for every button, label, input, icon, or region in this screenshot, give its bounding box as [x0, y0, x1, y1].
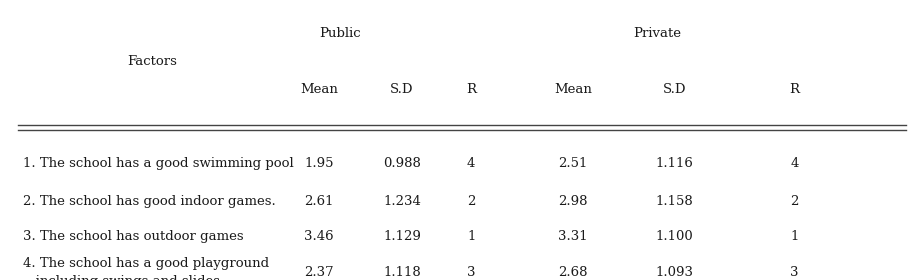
Text: 2: 2	[790, 195, 799, 208]
Text: 2: 2	[467, 195, 476, 208]
Text: 2.68: 2.68	[558, 267, 588, 279]
Text: 3: 3	[467, 267, 476, 279]
Text: 1.95: 1.95	[304, 157, 334, 170]
Text: 2.61: 2.61	[304, 195, 334, 208]
Text: 1.118: 1.118	[383, 267, 420, 279]
Text: Mean: Mean	[300, 83, 337, 96]
Text: 3: 3	[790, 267, 799, 279]
Text: R: R	[790, 83, 799, 96]
Text: S.D: S.D	[390, 83, 414, 96]
Text: 2.98: 2.98	[558, 195, 588, 208]
Text: 3.31: 3.31	[558, 230, 588, 243]
Text: S.D: S.D	[663, 83, 687, 96]
Text: 4: 4	[790, 157, 799, 170]
Text: Factors: Factors	[128, 55, 177, 68]
Text: 2.37: 2.37	[304, 267, 334, 279]
Text: 1.158: 1.158	[656, 195, 693, 208]
Text: Public: Public	[319, 27, 360, 40]
Text: 1.100: 1.100	[656, 230, 693, 243]
Text: 1.116: 1.116	[656, 157, 693, 170]
Text: R: R	[467, 83, 476, 96]
Text: 1.093: 1.093	[655, 267, 694, 279]
Text: 2. The school has good indoor games.: 2. The school has good indoor games.	[23, 195, 276, 208]
Text: 1. The school has a good swimming pool: 1. The school has a good swimming pool	[23, 157, 294, 170]
Text: 2.51: 2.51	[558, 157, 588, 170]
Text: 3. The school has outdoor games: 3. The school has outdoor games	[23, 230, 244, 243]
Text: Private: Private	[633, 27, 681, 40]
Text: 3.46: 3.46	[304, 230, 334, 243]
Text: 4: 4	[467, 157, 476, 170]
Text: Mean: Mean	[554, 83, 591, 96]
Text: 1.129: 1.129	[383, 230, 420, 243]
Text: 1: 1	[790, 230, 799, 243]
Text: 1.234: 1.234	[383, 195, 420, 208]
Text: 0.988: 0.988	[383, 157, 420, 170]
Text: 1: 1	[467, 230, 476, 243]
Text: 4. The school has a good playground
   including swings and slides: 4. The school has a good playground incl…	[23, 258, 269, 280]
